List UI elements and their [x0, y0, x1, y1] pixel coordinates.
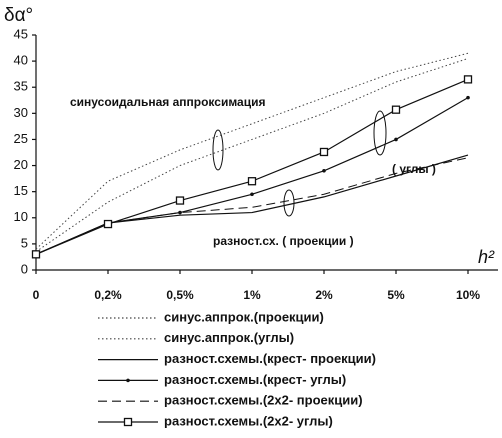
marker	[394, 137, 398, 142]
x-tick-label: 2%	[315, 288, 333, 302]
marker	[103, 219, 113, 229]
y-tick-label: 20	[14, 157, 28, 172]
marker	[247, 177, 257, 186]
x-tick-label: 10%	[456, 288, 480, 302]
series-line	[35, 52, 469, 250]
bracket-ellipse	[212, 129, 224, 171]
y-tick-label: 25	[14, 131, 28, 146]
legend-label: разност.схемы.(2x2- углы)	[164, 413, 333, 428]
series-line	[35, 58, 469, 253]
marker	[466, 95, 470, 100]
marker	[178, 210, 182, 215]
marker	[175, 196, 185, 205]
y-tick-label: 10	[14, 209, 28, 224]
marker	[319, 147, 329, 157]
marker	[322, 168, 326, 173]
x-tick-label: 0,5%	[166, 288, 194, 302]
legend-label: синус.аппрок.(углы)	[164, 330, 294, 345]
y-tick-label: 0	[21, 261, 28, 276]
marker	[463, 75, 473, 84]
x-tick-label: 0	[33, 288, 40, 302]
y-axis-label: δα°	[4, 5, 33, 26]
y-tick-label: 45	[14, 26, 28, 41]
y-tick-label: 30	[14, 105, 28, 120]
y-tick-label: 5	[21, 235, 28, 250]
bracket-ellipse	[373, 110, 387, 156]
y-tick-label: 15	[14, 183, 28, 198]
annotation: разност.сх. ( проекции )	[213, 234, 354, 248]
bracket-ellipse	[283, 189, 295, 217]
x-tick-label: 0,2%	[94, 288, 122, 302]
y-tick-label: 35	[14, 79, 28, 94]
y-tick-label: 40	[14, 53, 28, 68]
marker	[31, 250, 41, 259]
marker	[250, 192, 254, 197]
marker	[123, 417, 133, 427]
annotation: ( углы )	[392, 162, 436, 176]
x-axis-label: h²	[478, 247, 495, 267]
x-tick-label: 1%	[243, 288, 261, 302]
x-tick-label: 5%	[387, 288, 405, 302]
annotation: синусоидальная аппроксимация	[70, 95, 265, 109]
legend-label: разност.схемы.(2x2- проекции)	[164, 393, 363, 408]
marker	[391, 105, 401, 114]
legend-label: синус.аппрок.(проекции)	[164, 309, 324, 324]
legend-label: разност.схемы.(крест- проекции)	[164, 351, 376, 366]
marker	[126, 378, 130, 383]
legend-label: разност.схемы.(крест- углы)	[164, 372, 346, 387]
